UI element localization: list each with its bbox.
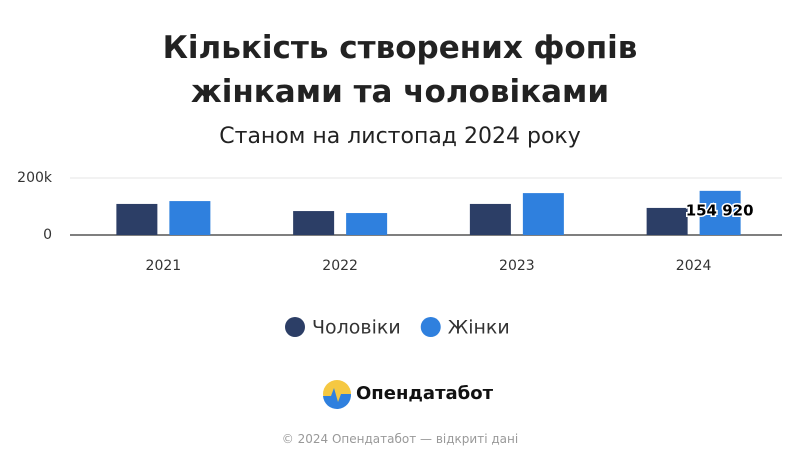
logo-icon	[323, 380, 352, 410]
bar	[169, 201, 211, 235]
bar	[469, 203, 511, 235]
legend-label: Жінки	[448, 317, 510, 339]
y-tick-label: 0	[43, 227, 52, 243]
legend-label: Чоловіки	[312, 317, 401, 339]
bar	[346, 213, 388, 235]
x-tick-label: 2022	[322, 258, 358, 274]
footer: © 2024 Опендатабот — відкриті дані	[281, 432, 519, 446]
x-tick-label: 2023	[499, 258, 535, 274]
legend-marker	[285, 317, 305, 337]
bar	[293, 211, 335, 235]
bar	[522, 193, 564, 235]
x-tick-label: 2024	[676, 258, 712, 274]
logo-text: Опендатабот	[356, 383, 494, 404]
bar	[646, 207, 688, 235]
chart-title: Кількість створених фопів жінками та чол…	[162, 30, 638, 110]
y-tick-label: 200k	[17, 170, 53, 186]
bar	[116, 203, 158, 235]
data-label: 154 920	[686, 202, 754, 220]
x-tick-label: 2021	[146, 258, 182, 274]
bar	[699, 190, 741, 235]
chart-subtitle: Станом на листопад 2024 року	[219, 124, 581, 149]
legend-marker	[420, 317, 441, 337]
